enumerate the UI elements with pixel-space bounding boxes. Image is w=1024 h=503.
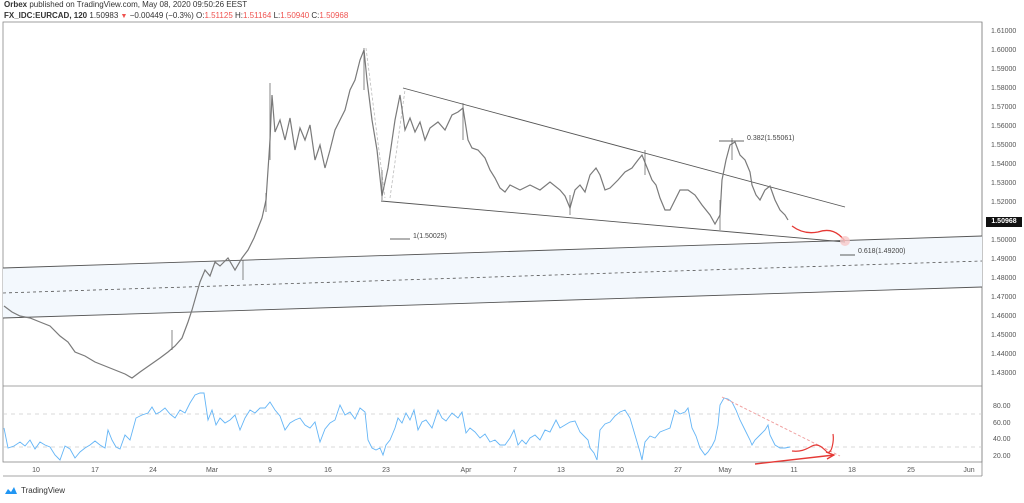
svg-text:1.61000: 1.61000: [991, 28, 1016, 35]
svg-text:1.58000: 1.58000: [991, 85, 1016, 92]
ohlc-open-label: O:: [195, 11, 205, 20]
wedge-lower-trendline[interactable]: [380, 200, 846, 243]
ohlc-low: 1.50940: [280, 11, 310, 20]
price-axis[interactable]: 1.61000 1.60000 1.59000 1.58000 1.57000 …: [991, 28, 1016, 377]
svg-text:1.43000: 1.43000: [991, 370, 1016, 377]
svg-text:60.00: 60.00: [993, 420, 1011, 427]
svg-text:1.48000: 1.48000: [991, 275, 1016, 282]
target-marker: [840, 236, 850, 246]
channel-upper-line[interactable]: [2, 235, 983, 269]
ohlc-close-label: C:: [311, 11, 320, 20]
tradingview-footer[interactable]: TradingView: [4, 486, 65, 495]
svg-text:20: 20: [616, 467, 624, 474]
time-axis[interactable]: 10 17 24 Mar 9 16 23 Apr 7 13 20 27 May …: [32, 467, 975, 474]
ohlc-open: 1.51125: [204, 11, 233, 20]
svg-text:9: 9: [268, 467, 272, 474]
svg-text:24: 24: [149, 467, 157, 474]
svg-text:17: 17: [91, 467, 99, 474]
svg-text:1.45000: 1.45000: [991, 332, 1016, 339]
fib-1-label: 1(1.50025): [413, 233, 447, 240]
last-price-tag: 1.50968: [986, 217, 1022, 227]
svg-text:Apr: Apr: [461, 467, 473, 474]
svg-text:23: 23: [382, 467, 390, 474]
arrow-head-icon: [825, 451, 836, 460]
svg-text:1.59000: 1.59000: [991, 66, 1016, 73]
candle-wicks: [171, 48, 733, 350]
svg-text:80.00: 80.00: [993, 403, 1011, 410]
published-text: published on TradingView.com, May 08, 20…: [29, 0, 248, 9]
wedge-upper-trendline[interactable]: [402, 87, 846, 208]
svg-text:1.49000: 1.49000: [991, 256, 1016, 263]
svg-text:1.52000: 1.52000: [991, 199, 1016, 206]
fib-0618-label: 0.618(1.49200): [858, 248, 905, 255]
svg-text:Mar: Mar: [206, 467, 219, 474]
fib-leg-2[interactable]: [389, 89, 406, 199]
svg-text:May: May: [718, 467, 732, 474]
price-series: [3, 49, 789, 379]
svg-text:1.56000: 1.56000: [991, 123, 1016, 130]
price-change: −0.00449 (−0.3%): [129, 11, 194, 20]
svg-text:10: 10: [32, 467, 40, 474]
svg-text:40.00: 40.00: [993, 436, 1011, 443]
channel-midline[interactable]: [2, 260, 983, 294]
footer-logo-text: TradingView: [21, 486, 66, 495]
svg-text:25: 25: [907, 467, 915, 474]
fib-0382-label: 0.382(1.55061): [747, 135, 794, 142]
symbol-legend: FX_IDC:EURCAD, 120 1.50983 ▼ −0.00449 (−…: [4, 11, 348, 20]
publish-info: Orbex published on TradingView.com, May …: [4, 0, 247, 9]
svg-text:1.57000: 1.57000: [991, 104, 1016, 111]
symbol-name[interactable]: FX_IDC:EURCAD, 120: [4, 11, 88, 20]
projection-path[interactable]: [791, 225, 846, 242]
svg-text:7: 7: [513, 467, 517, 474]
ohlc-low-label: L:: [273, 11, 281, 20]
publisher-name: Orbex: [4, 0, 28, 9]
channel-fill: [3, 236, 982, 318]
svg-text:18: 18: [848, 467, 856, 474]
svg-text:1.44000: 1.44000: [991, 351, 1016, 358]
svg-text:1.46000: 1.46000: [991, 313, 1016, 320]
triangle-down-icon: ▼: [120, 13, 128, 20]
svg-text:1.53000: 1.53000: [991, 180, 1016, 187]
svg-text:1.47000: 1.47000: [991, 294, 1016, 301]
rsi-divergence-line[interactable]: [721, 396, 841, 457]
tradingview-cloud-icon: [5, 487, 17, 494]
svg-text:20.00: 20.00: [993, 453, 1011, 460]
svg-text:Jun: Jun: [963, 467, 974, 474]
svg-text:11: 11: [790, 467, 797, 474]
rsi-projection-path[interactable]: [791, 433, 834, 453]
ohlc-high-label: H:: [235, 11, 243, 20]
ohlc-high: 1.51164: [243, 11, 272, 20]
rsi-support-arrow[interactable]: [754, 454, 835, 465]
svg-text:1.55000: 1.55000: [991, 142, 1016, 149]
svg-text:1.50000: 1.50000: [991, 237, 1016, 244]
ohlc-close: 1.50968: [319, 11, 349, 20]
svg-text:1.60000: 1.60000: [991, 47, 1016, 54]
rsi-line: [3, 392, 791, 461]
last-price: 1.50983: [89, 11, 119, 20]
svg-text:27: 27: [674, 467, 682, 474]
rsi-axis[interactable]: 80.00 60.00 40.00 20.00: [993, 403, 1011, 460]
svg-text:13: 13: [557, 467, 565, 474]
svg-text:1.54000: 1.54000: [991, 161, 1016, 168]
channel-lower-line[interactable]: [2, 286, 983, 319]
svg-text:16: 16: [324, 467, 332, 474]
